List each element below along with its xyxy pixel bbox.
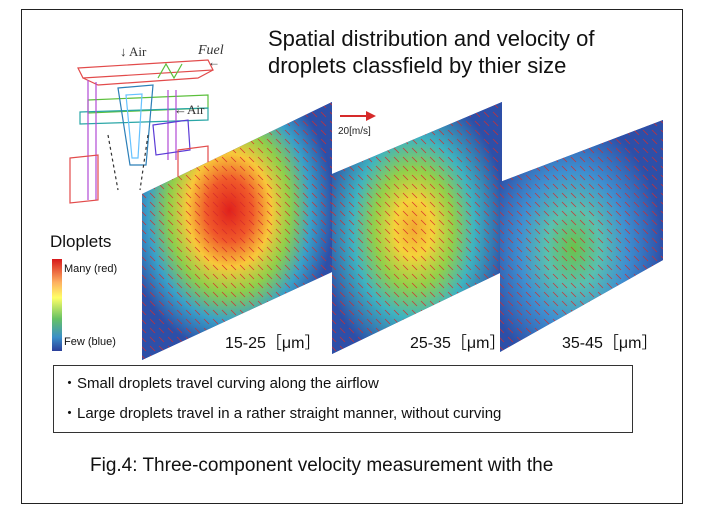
legend-title: Dloplets bbox=[50, 232, 111, 252]
legend-many-label: Many (red) bbox=[64, 263, 117, 275]
velocity-vectors bbox=[142, 102, 332, 360]
panel-15-25 bbox=[140, 102, 335, 362]
note-small-droplets: ・Small droplets travel curving along the… bbox=[62, 369, 624, 399]
nozzle-top-plate bbox=[78, 60, 213, 78]
fuel-arrow-icon: ← bbox=[208, 55, 220, 69]
note-large-droplets: ・Large droplets travel in a rather strai… bbox=[62, 399, 624, 429]
panel-label-35-45: 35-45［μm］ bbox=[562, 329, 657, 353]
title-line-2: droplets classfield by thier size bbox=[268, 52, 595, 79]
legend-few-label: Few (blue) bbox=[64, 336, 116, 348]
figure-caption: Fig.4: Three-component velocity measurem… bbox=[90, 455, 553, 477]
panel-label-15-25: 15-25［μm］ bbox=[225, 329, 320, 353]
nozzle-left-wall bbox=[88, 80, 96, 200]
panel-25-35 bbox=[330, 102, 505, 357]
panel-label-25-35: 25-35［μm］ bbox=[410, 329, 505, 353]
velocity-vectors bbox=[332, 102, 502, 354]
figure-title: Spatial distribution and velocity of dro… bbox=[268, 25, 595, 79]
notes-box: ・Small droplets travel curving along the… bbox=[53, 365, 633, 433]
nozzle-left-block bbox=[70, 155, 98, 203]
title-line-1: Spatial distribution and velocity of bbox=[268, 25, 595, 52]
velocity-vectors bbox=[500, 120, 663, 352]
panel-35-45 bbox=[498, 120, 668, 355]
legend-color-bar bbox=[52, 259, 62, 351]
air-top-label: ↓ Air bbox=[120, 44, 147, 59]
